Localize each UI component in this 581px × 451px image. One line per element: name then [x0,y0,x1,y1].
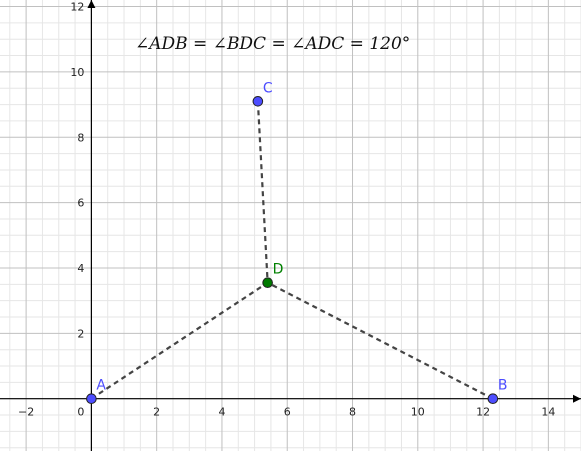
origin-label: 0 [77,406,84,419]
x-tick-label: 8 [349,406,356,419]
point-c[interactable] [252,96,264,107]
x-tick-label: 6 [284,406,291,419]
tick-labels: −2 2 4 6 8 10 12 14 2 4 6 8 10 12 0 [18,1,555,419]
point-label-d: D [273,262,284,278]
point-label-a: A [96,378,106,394]
y-tick-label: 12 [70,1,84,14]
x-tick-label: 14 [541,406,555,419]
point-d[interactable] [262,277,273,288]
segments [90,101,494,400]
x-tick-label: 10 [411,406,425,419]
segment-bd[interactable] [267,281,494,400]
points[interactable]: A B C D [86,80,508,405]
x-tick-label: −2 [18,406,34,419]
y-tick-label: 8 [77,131,84,144]
segment-cd[interactable] [256,101,269,283]
point-label-b: B [498,378,508,394]
angle-formula: ∠ADB = ∠BDC = ∠ADC = 120° [135,34,410,54]
y-tick-label: 4 [77,262,84,275]
point-label-c: C [263,80,273,96]
y-tick-label: 6 [77,197,84,210]
x-tick-label: 2 [153,406,160,419]
segment-ad[interactable] [90,281,269,400]
x-axis-arrow-icon [573,394,581,403]
y-tick-label: 10 [70,66,84,79]
y-tick-label: 2 [77,327,84,340]
x-tick-label: 4 [218,406,225,419]
x-tick-label: 12 [476,406,490,419]
point-b[interactable] [487,393,499,405]
point-a[interactable] [86,393,97,405]
y-axis-arrow-icon [87,0,96,8]
